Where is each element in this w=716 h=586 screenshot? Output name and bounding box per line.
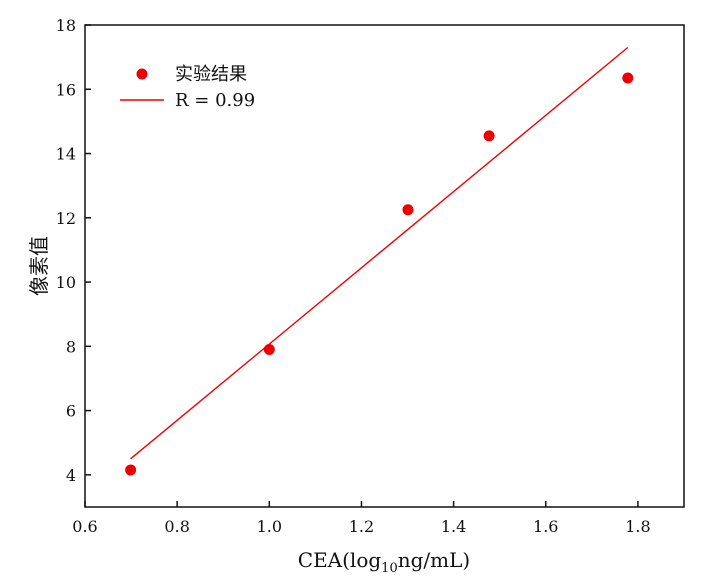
x-axis-title: CEA(log10ng/mL) (298, 548, 470, 576)
x-tick-label: 1.0 (257, 517, 282, 536)
y-axis-title: 像素值 (27, 236, 51, 296)
data-point (402, 204, 414, 216)
y-tick-label: 6 (66, 402, 76, 421)
y-tick-label: 18 (56, 16, 76, 35)
legend-label-line: R = 0.99 (175, 90, 255, 111)
legend-label-scatter: 实验结果 (175, 64, 247, 85)
plot-frame (84, 24, 685, 508)
x-tick-label: 1.2 (349, 517, 374, 536)
x-axis-title-prefix: CEA(log (298, 548, 382, 572)
y-tick-label: 4 (66, 466, 76, 485)
x-tick-label: 0.6 (72, 517, 97, 536)
y-tick-label: 14 (56, 145, 76, 164)
x-tick-label: 1.8 (625, 517, 650, 536)
y-tick-label: 12 (56, 209, 76, 228)
data-point (263, 344, 275, 356)
data-point (622, 72, 634, 84)
y-tick-label: 10 (56, 273, 76, 292)
x-axis-title-suffix: ng/mL) (398, 548, 470, 572)
data-point (483, 130, 495, 142)
data-point (125, 464, 137, 476)
x-axis-ticks: 0.6 0.8 1.0 1.2 1.4 1.6 1.8 (72, 501, 651, 536)
legend: 实验结果 R = 0.99 (120, 64, 255, 111)
y-axis-ticks: 4 6 8 10 12 14 16 18 (56, 16, 91, 485)
x-tick-label: 0.8 (164, 517, 189, 536)
y-tick-label: 8 (66, 337, 76, 356)
x-tick-label: 1.4 (441, 517, 466, 536)
series-layer (125, 46, 634, 476)
y-tick-label: 16 (56, 80, 76, 99)
legend-marker-scatter (136, 68, 148, 80)
fit-line (130, 46, 629, 460)
x-tick-label: 1.6 (533, 517, 558, 536)
x-axis-title-subscript: 10 (381, 561, 398, 576)
